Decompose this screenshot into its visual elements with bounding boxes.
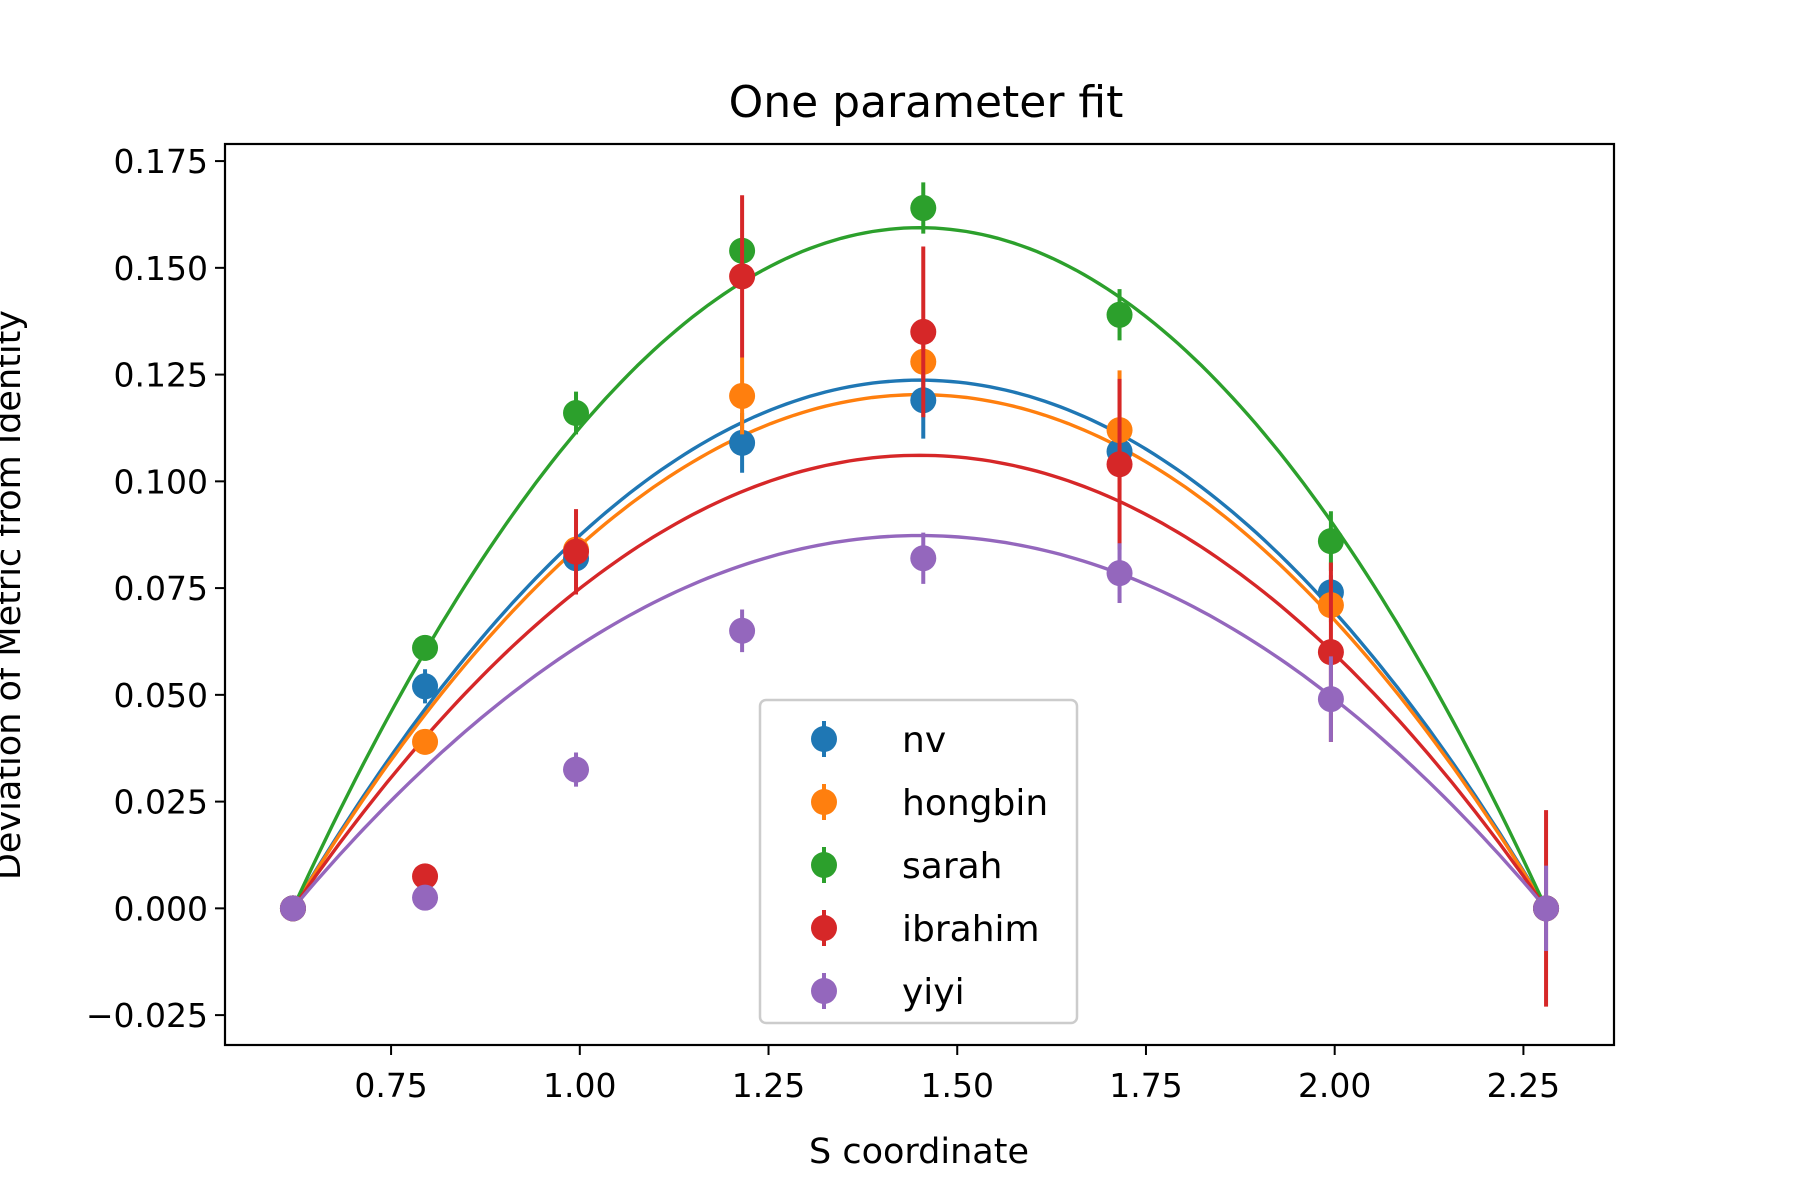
point-sarah <box>1317 528 1344 555</box>
y-axis-ticks: −0.025 0.000 0.025 0.050 0.075 0.100 0.125 0.15… <box>86 142 225 1035</box>
y-tick-label: 0.075 <box>114 569 208 608</box>
legend: nv hongbin sarah ibrahim yiyi <box>758 698 1079 1025</box>
point-yiyi <box>1317 686 1344 713</box>
legend-label-sarah: sarah <box>902 846 1003 887</box>
chart-title: One parameter fit <box>729 77 1124 128</box>
point-ibrahim <box>412 863 439 890</box>
y-tick-label: 0.175 <box>114 142 208 181</box>
x-tick-label: 0.75 <box>354 1066 427 1105</box>
point-yiyi <box>1106 560 1133 587</box>
x-tick-label: 1.50 <box>921 1066 994 1105</box>
point-yiyi <box>729 617 756 644</box>
legend-label-yiyi: yiyi <box>902 972 965 1013</box>
x-tick-label: 1.25 <box>732 1066 805 1105</box>
legend-label-hongbin: hongbin <box>902 783 1048 824</box>
y-tick-label: −0.025 <box>86 996 208 1035</box>
legend-box <box>758 698 1079 1025</box>
point-sarah <box>1106 301 1133 328</box>
data-points <box>279 182 1560 1007</box>
x-tick-label: 1.00 <box>543 1066 616 1105</box>
point-yiyi <box>563 756 590 783</box>
point-ibrahim <box>1106 451 1133 478</box>
y-tick-label: 0.025 <box>114 783 208 822</box>
point-sarah <box>563 400 590 427</box>
x-axis-label: S coordinate <box>809 1132 1029 1172</box>
x-tick-label: 1.75 <box>1109 1066 1182 1105</box>
point-yiyi <box>910 545 937 572</box>
point-hongbin <box>729 382 756 409</box>
point-nv <box>729 429 756 456</box>
point-yiyi <box>279 895 306 922</box>
legend-marker-hongbin <box>811 789 837 815</box>
plot-frame <box>223 142 1616 1047</box>
point-hongbin <box>412 728 439 755</box>
point-sarah <box>412 634 439 661</box>
point-yiyi <box>1533 895 1560 922</box>
point-nv <box>412 673 439 700</box>
legend-marker-nv <box>811 726 837 752</box>
legend-label-ibrahim: ibrahim <box>902 909 1040 950</box>
point-ibrahim <box>729 263 756 290</box>
point-yiyi <box>412 884 439 911</box>
x-axis-ticks: 0.75 1.00 1.25 1.50 1.75 2.00 2.25 <box>354 1045 1560 1105</box>
legend-label-nv: nv <box>902 720 946 761</box>
y-tick-label: 0.000 <box>114 889 208 928</box>
legend-marker-sarah <box>811 852 837 878</box>
y-tick-label: 0.125 <box>114 356 208 395</box>
y-axis-label: Deviation of Metric from Identity <box>0 310 29 880</box>
y-tick-label: 0.150 <box>114 249 208 288</box>
x-tick-label: 2.00 <box>1298 1066 1371 1105</box>
point-sarah <box>910 195 937 222</box>
point-ibrahim <box>910 318 937 345</box>
legend-marker-ibrahim <box>811 915 837 941</box>
legend-marker-yiyi <box>811 978 837 1004</box>
x-tick-label: 2.25 <box>1487 1066 1560 1105</box>
y-tick-label: 0.050 <box>114 676 208 715</box>
point-ibrahim <box>563 538 590 565</box>
y-tick-label: 0.100 <box>114 462 208 501</box>
point-ibrahim <box>1317 639 1344 666</box>
